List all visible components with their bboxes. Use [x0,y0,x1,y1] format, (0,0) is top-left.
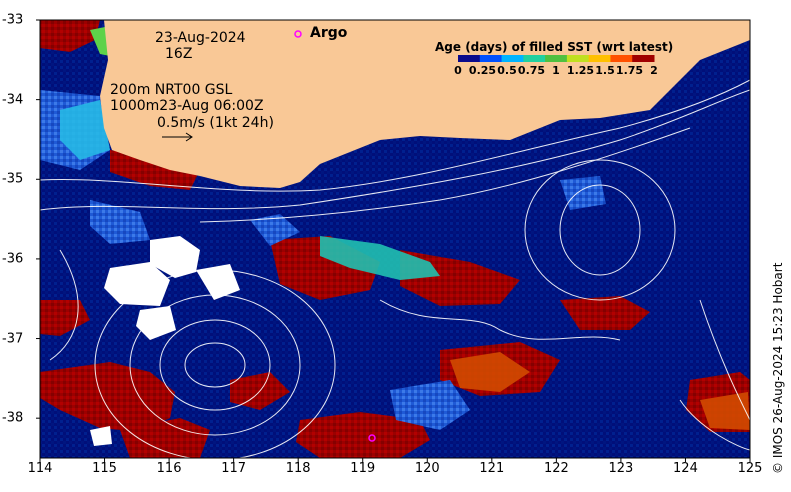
y-tick-label: -38 [2,410,24,426]
colorbar-segment [588,55,611,62]
colorbar-tick-label: 0.25 [468,64,497,77]
argo-marker [368,434,376,442]
colorbar-tick-label: 0.75 [517,64,546,77]
axes-frame [36,19,751,462]
colorbar-tick-label: 1.25 [566,64,595,77]
orange-fill-regions [450,352,750,430]
colorbar [458,55,655,62]
colorbar-segment [566,55,590,62]
x-tick-label: 124 [673,461,698,476]
x-tick-label: 125 [737,461,763,476]
depth-product-label: 200m NRT00 GSL [110,82,233,98]
colorbar-segment [610,55,633,62]
no-data-regions [90,236,240,446]
current-contours [40,79,750,458]
colorbar-title: Age (days) of filled SST (wrt latest) [435,40,674,54]
colorbar-segment [523,55,546,62]
colorbar-segment [545,55,568,62]
colorbar-tick-label: 2 [650,64,658,77]
x-tick-label: 117 [221,461,247,476]
y-tick-label: -33 [2,12,24,28]
x-tick-label: 114 [27,461,53,476]
colorbar-tick-label: 0 [454,64,462,77]
x-tick-label: 119 [350,461,376,476]
colorbar-segment [501,55,524,62]
x-tick-label: 120 [414,461,440,476]
red-fill-regions [40,20,750,458]
y-tick-label: -34 [2,92,24,108]
colorbar-ticks: 0 0.25 0.5 0.75 1 1.25 1.5 1.75 2 [454,64,658,78]
velocity-scale-label: 0.5m/s (1kt 24h) [157,115,274,131]
colorbar-tick-label: 0.5 [497,64,517,77]
colorbar-tick-label: 1 [552,64,560,77]
depth-time-label: 1000m23-Aug 06:00Z [110,98,264,114]
colorbar-segment [479,55,503,62]
colorbar-segment [458,55,481,62]
map-time: 16Z [165,46,193,62]
map-date: 23-Aug-2024 [155,30,246,46]
x-tick-label: 123 [608,461,634,476]
y-tick-label: -37 [2,331,24,347]
colorbar-tick-label: 1.5 [595,64,615,77]
x-tick-label: 122 [543,461,569,476]
x-tick-label: 118 [285,461,311,476]
colorbar-segment [632,55,655,62]
credit-text: © IMOS 26-Aug-2024 15:23 Hobart [771,262,785,474]
y-tick-label: -35 [2,171,24,187]
argo-label: Argo [310,25,348,41]
colorbar-tick-label: 1.75 [615,64,644,77]
x-tick-label: 115 [92,461,117,476]
x-tick-label: 116 [156,461,182,476]
y-tick-label: -36 [2,251,24,267]
velocity-scale-arrow [162,132,193,142]
x-tick-label: 121 [479,461,505,476]
argo-marker-legend [294,30,302,38]
